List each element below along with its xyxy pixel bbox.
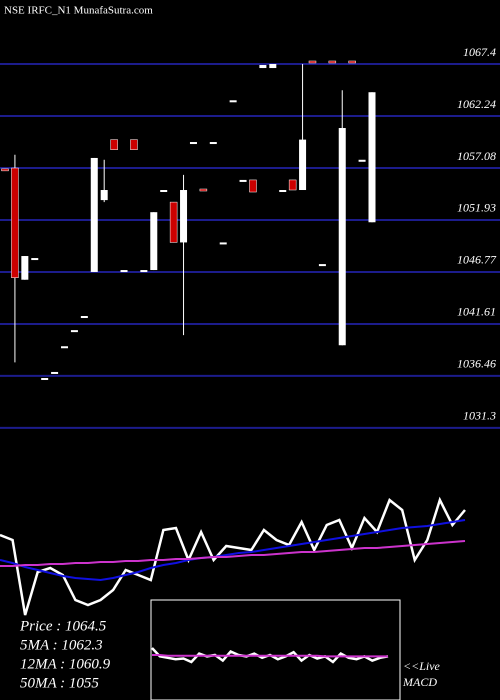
candle-body [120,270,128,273]
candle-body [249,179,257,193]
candle-body [21,256,29,280]
candle-body [150,212,158,271]
candle-body [41,378,49,381]
y-tick-label: 1057.08 [457,149,496,163]
candle-body [51,371,59,374]
candle-body [140,270,148,273]
candle-body [348,60,356,64]
candle-body [338,128,346,346]
legend-entry: 5MA : 1062.3 [20,637,103,653]
series-line [0,496,466,616]
candle-body [80,316,88,319]
candle-body [1,168,9,172]
legend-entry: 50MA : 1055 [20,675,99,691]
legend-entry: 12MA : 1060.9 [20,656,111,672]
candle-body [209,142,217,145]
y-tick-label: 1051.93 [457,201,496,215]
candle-body [31,258,39,261]
candle-body [308,60,317,64]
candle-body [130,139,138,150]
legend-entry: Price : 1064.5 [19,618,107,634]
candle-body [358,159,366,162]
candle-body [61,346,69,349]
candle-body [259,65,267,69]
y-tick-label: 1031.3 [463,409,496,423]
candle-body [100,190,108,201]
chart-title: NSE IRFC_N1 MunafaSutra.com [4,5,153,17]
series-line [0,519,466,582]
series-line [152,654,388,658]
candle-body [299,139,307,191]
candle-body [288,179,297,191]
y-tick-label: 1036.46 [457,357,496,371]
candle-body [269,64,277,69]
candle-body [180,190,188,243]
candle-body [169,201,178,243]
candle-body [199,188,208,192]
candle-body [90,157,98,272]
macd-panel [150,599,401,700]
y-tick-label: 1067.4 [463,45,496,59]
candle-body [229,100,237,103]
candle-body [368,92,376,223]
candle-body [279,190,287,193]
macd-label: MACD [402,675,437,689]
candle-body [70,330,78,333]
candle-body [160,190,168,193]
candle-body [11,167,19,278]
series-line [0,540,466,567]
y-tick-label: 1062.24 [457,97,496,111]
y-tick-label: 1046.77 [457,253,497,267]
candle-body [110,139,118,150]
candle-body [328,60,337,64]
candle-body [318,264,326,267]
macd-label: <<Live [403,659,441,673]
candle-body [189,142,197,145]
candle-body [219,242,227,245]
candle-body [239,179,247,182]
y-tick-label: 1041.61 [457,305,496,319]
